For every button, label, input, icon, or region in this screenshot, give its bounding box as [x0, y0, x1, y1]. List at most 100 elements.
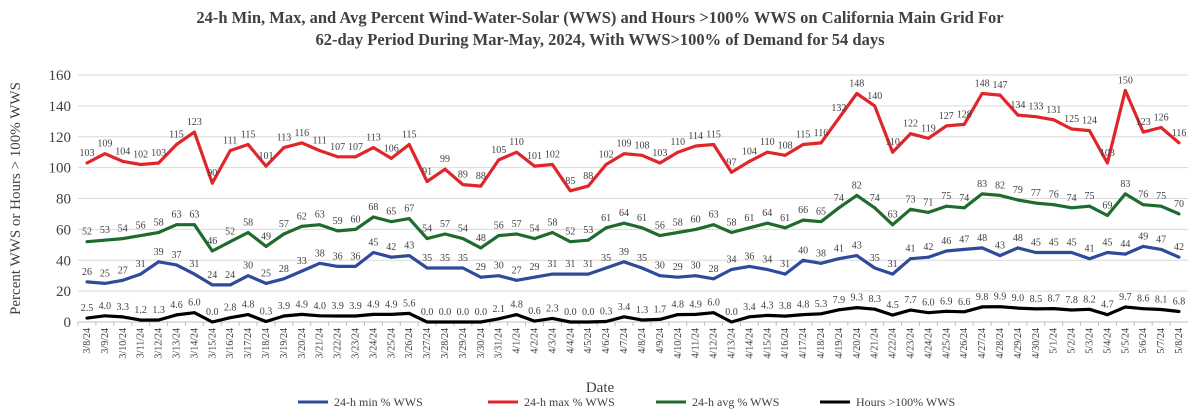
- data-point: [1016, 246, 1020, 250]
- data-point: [837, 206, 841, 210]
- data-point: [980, 305, 984, 309]
- data-point: [1052, 251, 1056, 255]
- data-point: [1052, 307, 1056, 311]
- data-label: 132: [831, 103, 846, 114]
- data-point: [658, 274, 662, 278]
- data-point: [192, 272, 196, 276]
- data-point: [192, 130, 196, 134]
- data-point: [640, 266, 644, 270]
- data-point: [1105, 161, 1109, 165]
- data-label: 31: [583, 259, 593, 270]
- data-label: 104: [115, 146, 130, 157]
- data-point: [1016, 306, 1020, 310]
- x-tick-label: 4/22/24: [888, 328, 899, 359]
- data-point: [264, 281, 268, 285]
- data-point: [694, 144, 698, 148]
- data-point: [747, 315, 751, 319]
- data-label: 109: [617, 139, 632, 150]
- data-point: [1052, 118, 1056, 122]
- y-tick-label: 120: [49, 130, 72, 146]
- data-point: [1141, 307, 1145, 311]
- data-point: [479, 184, 483, 188]
- data-label: 103: [1100, 148, 1115, 159]
- x-tick-label: 4/30/24: [1031, 328, 1042, 359]
- data-label: 7.8: [1065, 295, 1078, 306]
- data-label: 8.1: [1155, 294, 1168, 305]
- data-point: [926, 255, 930, 259]
- data-label: 27: [512, 265, 522, 276]
- data-label: 108: [634, 140, 649, 151]
- y-tick-label: 140: [49, 99, 72, 115]
- data-point: [568, 189, 572, 193]
- data-label: 0.0: [725, 307, 738, 318]
- data-label: 37: [171, 250, 181, 261]
- data-label: 6.0: [188, 298, 201, 309]
- data-label: 122: [903, 119, 918, 130]
- data-label: 61: [744, 213, 754, 224]
- data-point: [712, 223, 716, 227]
- data-point: [300, 224, 304, 228]
- data-point: [998, 93, 1002, 97]
- data-label: 54: [458, 224, 468, 235]
- data-point: [318, 149, 322, 153]
- data-point: [783, 153, 787, 157]
- x-tick-label: 4/10/24: [673, 328, 684, 359]
- data-label: 60: [691, 214, 701, 225]
- data-point: [228, 149, 232, 153]
- data-point: [210, 181, 214, 185]
- data-label: 83: [977, 179, 987, 190]
- data-label: 115: [796, 129, 811, 140]
- data-point: [586, 272, 590, 276]
- data-point: [801, 258, 805, 262]
- data-point: [497, 234, 501, 238]
- data-label: 41: [906, 244, 916, 255]
- data-label: 31: [780, 259, 790, 270]
- data-point: [300, 312, 304, 316]
- x-tick-label: 5/5/24: [1120, 328, 1131, 354]
- data-point: [318, 223, 322, 227]
- data-point: [407, 254, 411, 258]
- data-point: [443, 266, 447, 270]
- data-point: [944, 249, 948, 253]
- data-point: [336, 229, 340, 233]
- data-label: 6.9: [940, 296, 953, 307]
- data-label: 2.5: [81, 303, 94, 314]
- data-label: 9.3: [851, 293, 864, 304]
- data-label: 115: [402, 129, 417, 140]
- data-point: [174, 223, 178, 227]
- data-label: 85: [565, 176, 575, 187]
- data-label: 42: [1174, 242, 1184, 253]
- data-point: [157, 230, 161, 234]
- data-label: 75: [1156, 191, 1166, 202]
- data-label: 34: [726, 255, 736, 266]
- series-line: [86, 88, 1181, 193]
- data-label: 53: [100, 225, 110, 236]
- data-label: 42: [923, 242, 933, 253]
- data-point: [998, 254, 1002, 258]
- data-point: [497, 317, 501, 321]
- data-label: 58: [726, 217, 736, 228]
- data-label: 99: [440, 154, 450, 165]
- data-label: 5.3: [815, 299, 828, 310]
- data-point: [729, 170, 733, 174]
- data-label: 109: [97, 139, 112, 150]
- data-label: 111: [223, 136, 237, 147]
- data-label: 131: [1046, 105, 1061, 116]
- data-point: [873, 206, 877, 210]
- data-label: 88: [583, 171, 593, 182]
- data-label: 54: [530, 224, 540, 235]
- data-point: [1052, 203, 1056, 207]
- data-label: 101: [527, 151, 542, 162]
- data-label: 1.3: [636, 305, 649, 316]
- data-label: 76: [1138, 190, 1148, 201]
- data-point: [1088, 307, 1092, 311]
- data-point: [264, 244, 268, 248]
- data-point: [729, 268, 733, 272]
- data-point: [568, 240, 572, 244]
- x-tick-label: 3/23/24: [351, 328, 362, 359]
- data-label: 2.1: [492, 304, 505, 315]
- data-point: [819, 312, 823, 316]
- data-point: [873, 104, 877, 108]
- x-tick-label: 4/28/24: [995, 328, 1006, 359]
- data-label: 29: [530, 262, 540, 273]
